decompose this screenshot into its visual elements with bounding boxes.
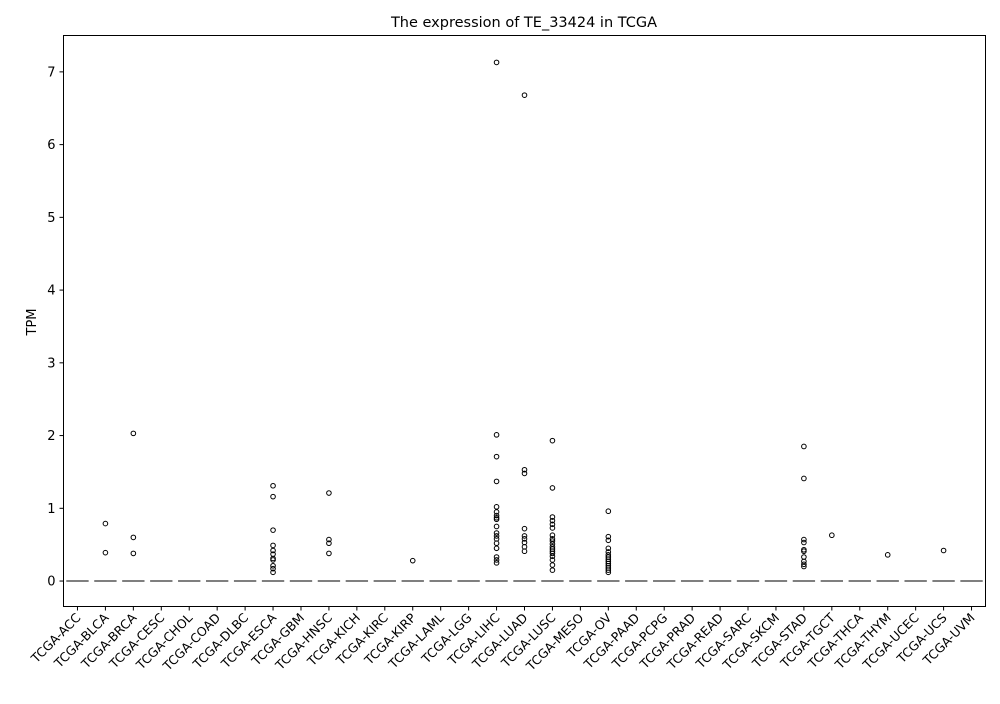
outlier-point [493,512,500,519]
outlier-point [605,537,612,544]
outlier-point [801,443,807,450]
y-tick-label: 1 [47,502,55,517]
outlier-point [270,562,276,569]
outlier-point [605,533,612,540]
outlier-point [493,453,500,460]
outlier-point [549,532,556,539]
outlier-point [493,523,500,530]
outlier-point [270,547,276,554]
plot-layer: 01234567TCGA-ACCTCGA-BLCATCGA-BRCATCGA-C… [27,59,983,674]
outlier-point [270,482,276,489]
outlier-point [801,539,807,546]
outlier-point [326,550,332,557]
outlier-point [493,530,500,536]
outlier-point [493,516,500,523]
outlier-point [493,509,500,515]
outlier-point [270,565,276,572]
outlier-point [521,470,528,477]
outlier-point [326,536,332,543]
outlier-point [493,533,500,539]
outlier-point [130,550,137,557]
outlier-point [409,557,416,564]
y-tick-label: 6 [47,138,55,153]
outlier-point [801,563,807,570]
outlier-point [326,540,332,547]
outlier-point [801,475,807,482]
outlier-point [493,545,500,552]
outlier-point [521,525,528,532]
outlier-point [549,553,556,560]
outlier-point [493,478,500,485]
outlier-point [270,527,276,533]
outlier-point [549,485,556,491]
outlier-point [605,569,612,576]
outlier-point [829,532,835,539]
plot-area-frame [63,35,986,607]
outlier-point [270,493,276,500]
outlier-point [493,554,500,560]
outlier-point [605,508,612,515]
outlier-point [102,520,109,527]
outlier-point [521,536,528,542]
outlier-point [493,557,500,563]
outlier-point [493,560,500,566]
outlier-point [130,430,137,437]
y-tick-label: 0 [47,575,55,590]
outlier-point [801,536,807,543]
outlier-point [493,432,500,438]
outlier-point [605,545,612,552]
outlier-point [326,490,332,496]
outlier-point [801,548,807,555]
y-tick-label: 2 [47,429,55,444]
outlier-point [130,534,137,541]
outlier-point [521,533,528,539]
chart-title: The expression of TE_33424 in TCGA [390,15,657,31]
y-tick-label: 4 [47,284,55,299]
outlier-point [521,92,528,98]
outlier-point [521,548,528,555]
outlier-point [549,514,556,520]
outlier-point [549,437,556,444]
outlier-point [549,550,556,557]
outlier-point [549,525,556,531]
outlier-point [549,567,556,573]
outlier-point [521,466,528,473]
outlier-point [270,569,276,576]
y-axis-label: TPM [25,309,40,337]
y-tick-label: 3 [47,356,55,371]
outlier-point [493,59,500,66]
outlier-point [549,562,556,568]
outlier-point [102,549,109,556]
y-tick-label: 5 [47,211,55,226]
outlier-point [605,567,612,573]
outlier-point [549,521,556,528]
outlier-point [801,561,807,568]
y-tick-label: 7 [47,65,55,80]
outlier-point [549,538,556,544]
outlier-point [270,542,276,549]
outlier-point [549,517,556,524]
outlier-point [493,504,500,510]
outlier-point [940,547,947,554]
outlier-point [270,557,276,563]
outlier-point [884,552,891,558]
